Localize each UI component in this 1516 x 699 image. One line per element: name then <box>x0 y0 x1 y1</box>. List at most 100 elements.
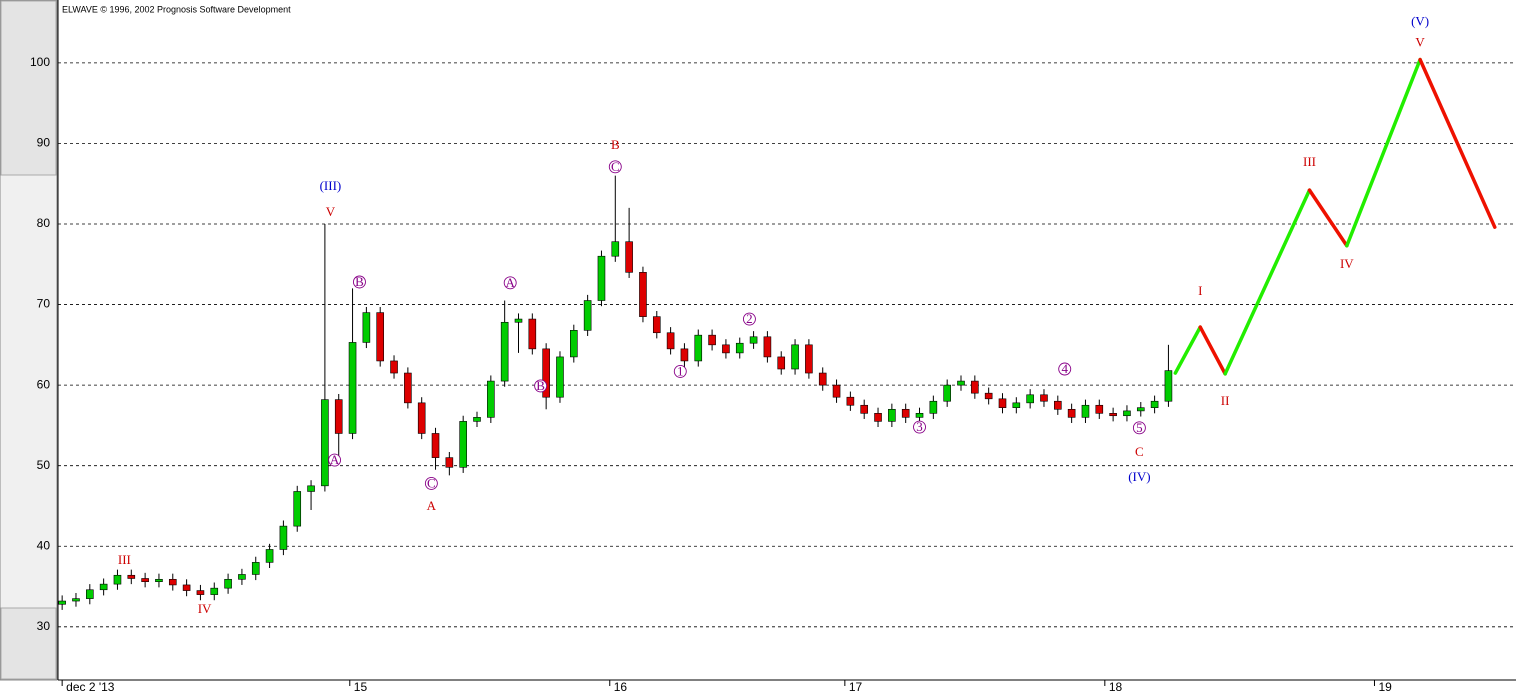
wave-label: (V) <box>1411 14 1429 29</box>
candle-body <box>293 491 302 527</box>
candle-body <box>805 344 813 374</box>
candle-body <box>556 356 564 398</box>
candle-body <box>777 356 786 370</box>
wave-label: (III) <box>320 178 342 193</box>
wave-label: C <box>1135 444 1144 459</box>
candle-body <box>818 372 827 386</box>
candle-body <box>735 342 744 354</box>
x-tick-label: dec 2 '13 <box>66 680 115 694</box>
candle-body <box>846 396 855 406</box>
candle-body <box>1136 407 1145 412</box>
candle-body <box>431 433 440 458</box>
candle-body <box>182 584 191 591</box>
candle-body <box>58 600 66 605</box>
candle-body <box>860 404 869 414</box>
candle-body <box>680 348 689 362</box>
wave-label: III <box>1303 154 1316 169</box>
wave-label: A <box>330 452 340 467</box>
candle-body <box>625 241 633 273</box>
candle-body <box>597 255 606 301</box>
wave-label: B <box>536 378 545 393</box>
wave-label: 3 <box>916 419 923 434</box>
y-axis-panel-band <box>0 607 57 680</box>
candle-body <box>1123 410 1131 417</box>
wave-label: II <box>1221 393 1230 408</box>
candle-body <box>874 413 882 422</box>
x-tick-label: 16 <box>614 680 628 694</box>
candle-body <box>404 372 412 404</box>
candle-body <box>528 318 537 350</box>
candle-body <box>279 525 288 550</box>
candle-body <box>321 399 329 487</box>
candle-body <box>196 590 205 595</box>
wave-label-circle <box>328 453 342 467</box>
wave-label: C <box>427 475 436 490</box>
candle-body <box>514 318 523 323</box>
candle-body <box>694 334 703 362</box>
x-tick-label: 19 <box>1378 680 1392 694</box>
candle-body <box>984 392 993 400</box>
candle-body <box>943 384 951 402</box>
candle-body <box>901 408 910 418</box>
projection-segment <box>1198 325 1227 376</box>
wave-label-circle <box>534 379 548 393</box>
candle-body <box>1081 404 1090 418</box>
wave-label-circle <box>353 275 366 289</box>
candle-body <box>652 316 661 334</box>
wave-label: B <box>611 137 620 152</box>
candle-body <box>957 380 965 386</box>
wave-label-circle <box>424 476 438 490</box>
candle-body <box>1040 394 1048 402</box>
wave-label: A <box>505 275 515 290</box>
candle-body <box>666 332 675 350</box>
wave-label: 5 <box>1136 420 1143 435</box>
candle-body <box>251 562 260 575</box>
candle-body <box>168 578 177 586</box>
candle-body <box>362 312 371 343</box>
candle-body <box>417 402 426 434</box>
candle-body <box>473 417 481 422</box>
wave-label: V <box>1415 35 1425 50</box>
candle-body <box>639 272 647 317</box>
y-tick-label: 50 <box>37 458 51 472</box>
wave-label-circle <box>608 160 622 174</box>
candle-body <box>86 589 94 599</box>
wave-label: B <box>355 274 364 289</box>
candle-body <box>1054 400 1062 410</box>
candle-body <box>224 578 232 589</box>
y-tick-label: 80 <box>37 216 51 230</box>
candle-body <box>445 457 454 468</box>
y-tick-label: 30 <box>37 619 51 633</box>
candle-body <box>1164 370 1173 402</box>
candle-body <box>348 342 357 434</box>
candle-body <box>611 241 620 257</box>
candle-body <box>791 344 799 370</box>
candle-body <box>1067 408 1076 418</box>
wave-label: (IV) <box>1128 469 1150 484</box>
candle-body <box>542 348 550 398</box>
y-tick-label: 100 <box>30 55 50 69</box>
candle-body <box>722 344 730 354</box>
candle-body <box>1109 413 1117 417</box>
wave-label: III <box>118 552 131 567</box>
x-tick-label: 18 <box>1109 680 1123 694</box>
candle-body <box>915 413 924 418</box>
candle-body <box>1026 394 1034 404</box>
wave-label-circle <box>673 364 687 378</box>
candle-body <box>929 400 938 414</box>
chart-title: ELWAVE © 1996, 2002 Prognosis Software D… <box>62 4 291 14</box>
wave-label: 1 <box>677 363 684 378</box>
candle-body <box>127 574 136 579</box>
wave-label: IV <box>1340 256 1354 271</box>
candle-body <box>459 421 467 468</box>
candle-body <box>500 321 509 382</box>
y-tick-label: 40 <box>37 538 51 552</box>
projection-segment <box>1345 57 1422 248</box>
candle-body <box>210 587 219 595</box>
wave-label: 2 <box>746 311 753 326</box>
candle-body <box>487 380 495 418</box>
wave-label: A <box>427 498 437 513</box>
candle-body <box>1095 404 1104 414</box>
candle-body <box>155 578 163 583</box>
